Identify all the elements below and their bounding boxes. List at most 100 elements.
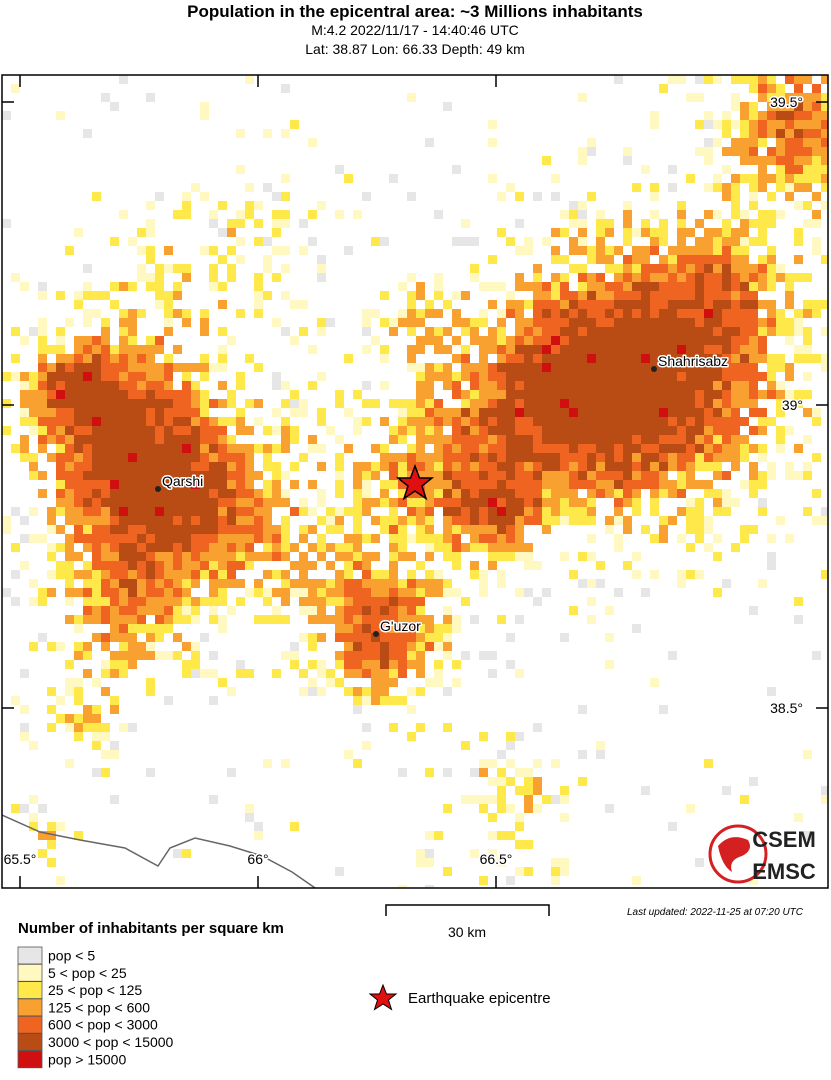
- pop-cell: [776, 390, 785, 399]
- pop-cell: [614, 327, 623, 336]
- pop-cell: [506, 633, 515, 642]
- pop-cell: [488, 831, 497, 840]
- pop-cell: [182, 570, 191, 579]
- pop-cell: [209, 516, 218, 525]
- pop-cell: [560, 354, 569, 363]
- pop-cell: [83, 489, 92, 498]
- pop-cell: [776, 309, 785, 318]
- pop-cell: [425, 399, 434, 408]
- pop-cell: [794, 75, 803, 84]
- pop-cell: [137, 273, 146, 282]
- pop-cell: [524, 318, 533, 327]
- pop-cell: [236, 516, 245, 525]
- pop-cell: [128, 579, 137, 588]
- pop-cell: [605, 453, 614, 462]
- pop-cell: [281, 84, 290, 93]
- legend-label: pop < 5: [48, 948, 95, 964]
- pop-cell: [812, 408, 821, 417]
- pop-cell: [551, 795, 560, 804]
- pop-cell: [821, 120, 828, 129]
- pop-cell: [56, 876, 65, 885]
- pop-cell: [200, 552, 209, 561]
- pop-cell: [497, 390, 506, 399]
- pop-cell: [101, 723, 110, 732]
- pop-cell: [425, 642, 434, 651]
- pop-cell: [479, 651, 488, 660]
- pop-cell: [218, 561, 227, 570]
- pop-cell: [218, 345, 227, 354]
- pop-cell: [677, 507, 686, 516]
- pop-cell: [686, 228, 695, 237]
- pop-cell: [380, 570, 389, 579]
- pop-cell: [632, 372, 641, 381]
- pop-cell: [353, 624, 362, 633]
- pop-cell: [803, 201, 812, 210]
- pop-cell: [164, 381, 173, 390]
- pop-cell: [767, 687, 776, 696]
- pop-cell: [542, 435, 551, 444]
- pop-cell: [533, 282, 542, 291]
- pop-cell: [758, 300, 767, 309]
- pop-cell: [488, 399, 497, 408]
- pop-cell: [731, 462, 740, 471]
- pop-cell: [677, 336, 686, 345]
- pop-cell: [38, 399, 47, 408]
- pop-cell: [767, 462, 776, 471]
- pop-cell: [101, 579, 110, 588]
- pop-cell: [578, 93, 587, 102]
- pop-cell: [632, 471, 641, 480]
- pop-cell: [605, 471, 614, 480]
- pop-cell: [794, 273, 803, 282]
- pop-cell: [461, 219, 470, 228]
- pop-cell: [65, 615, 74, 624]
- pop-cell: [389, 624, 398, 633]
- pop-cell: [821, 363, 828, 372]
- pop-cell: [452, 507, 461, 516]
- pop-cell: [497, 453, 506, 462]
- pop-cell: [803, 831, 812, 840]
- pop-cell: [119, 444, 128, 453]
- pop-cell: [20, 534, 29, 543]
- pop-cell: [182, 534, 191, 543]
- pop-cell: [713, 588, 722, 597]
- pop-cell: [686, 255, 695, 264]
- pop-cell: [398, 624, 407, 633]
- pop-cell: [254, 588, 263, 597]
- pop-cell: [497, 327, 506, 336]
- pop-cell: [551, 489, 560, 498]
- pop-cell: [164, 597, 173, 606]
- pop-cell: [686, 264, 695, 273]
- pop-cell: [74, 435, 83, 444]
- pop-cell: [668, 426, 677, 435]
- pop-cell: [110, 741, 119, 750]
- pop-cell: [380, 417, 389, 426]
- pop-cell: [803, 354, 812, 363]
- pop-cell: [731, 282, 740, 291]
- pop-cell: [731, 543, 740, 552]
- pop-cell: [128, 723, 137, 732]
- pop-cell: [533, 381, 542, 390]
- pop-cell: [569, 345, 578, 354]
- pop-cell: [344, 507, 353, 516]
- pop-cell: [740, 255, 749, 264]
- pop-cell: [335, 651, 344, 660]
- pop-cell: [722, 327, 731, 336]
- pop-cell: [812, 156, 821, 165]
- pop-cell: [641, 786, 650, 795]
- pop-cell: [380, 498, 389, 507]
- pop-cell: [479, 462, 488, 471]
- pop-cell: [299, 579, 308, 588]
- pop-cell: [389, 471, 398, 480]
- pop-cell: [551, 345, 560, 354]
- pop-cell: [722, 498, 731, 507]
- pop-cell: [587, 489, 596, 498]
- pop-cell: [254, 273, 263, 282]
- pop-cell: [794, 354, 803, 363]
- pop-cell: [371, 498, 380, 507]
- pop-cell: [83, 426, 92, 435]
- pop-cell: [803, 273, 812, 282]
- pop-cell: [326, 669, 335, 678]
- pop-cell: [578, 309, 587, 318]
- pop-cell: [128, 471, 137, 480]
- pop-cell: [713, 534, 722, 543]
